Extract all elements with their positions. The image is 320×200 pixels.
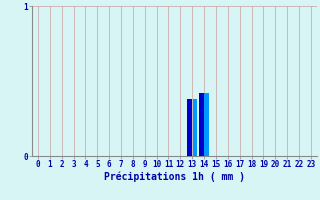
X-axis label: Précipitations 1h ( mm ): Précipitations 1h ( mm ) (104, 172, 245, 182)
Bar (199, 93, 204, 156)
Bar (193, 99, 197, 156)
Bar (204, 93, 209, 156)
Bar (187, 99, 192, 156)
